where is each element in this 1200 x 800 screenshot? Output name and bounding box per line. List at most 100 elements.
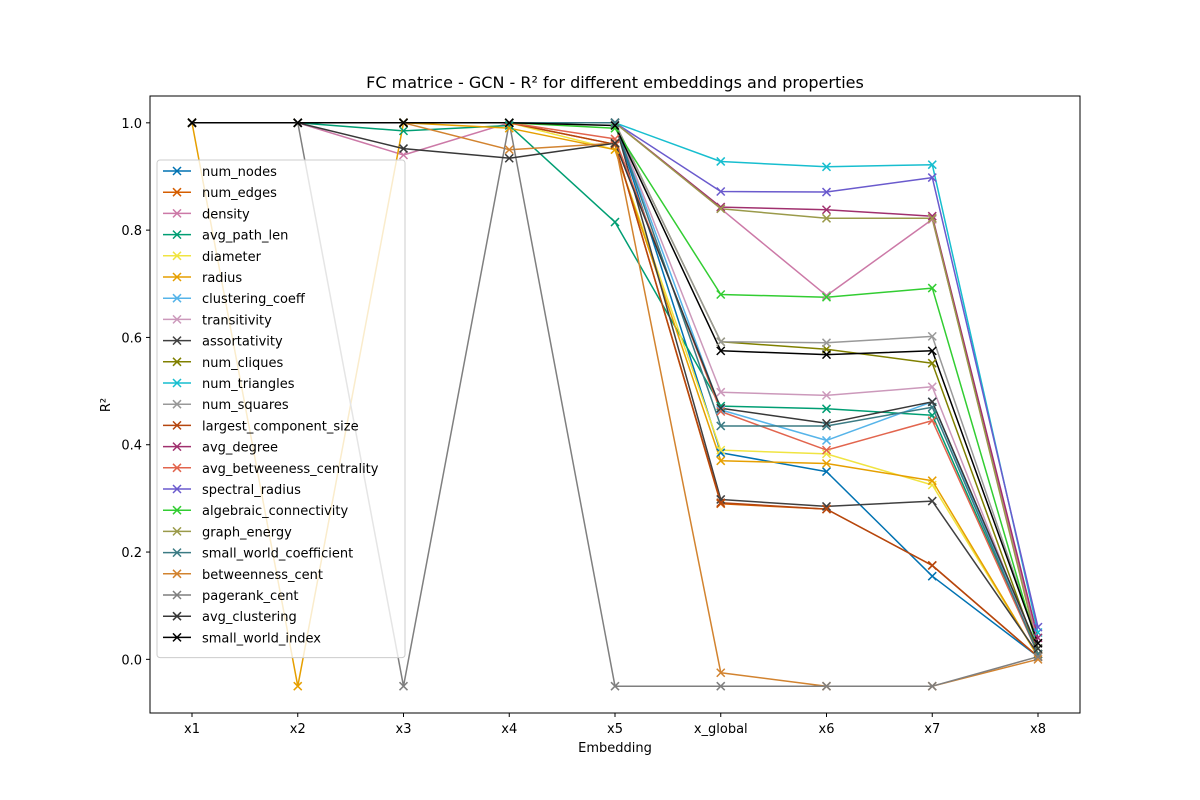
- data-point-marker: [716, 204, 726, 214]
- legend-swatch-marker: [172, 336, 182, 346]
- legend-item: algebraic_connectivity: [163, 504, 348, 519]
- data-point-marker: [821, 390, 832, 400]
- legend-swatch-marker: [172, 399, 182, 409]
- legend-item: avg_clustering: [163, 610, 297, 625]
- legend-swatch-marker: [172, 187, 182, 197]
- data-point-marker: [821, 404, 832, 414]
- legend-label: spectral_radius: [202, 483, 301, 498]
- legend-item: num_cliques: [163, 356, 284, 371]
- data-point-marker: [293, 681, 303, 691]
- data-point-marker: [1033, 622, 1043, 632]
- data-point-marker: [927, 496, 937, 506]
- data-point-marker: [716, 337, 726, 347]
- data-point-marker: [716, 202, 726, 212]
- legend-label: num_nodes: [202, 165, 277, 180]
- legend-swatch-marker: [172, 590, 182, 600]
- data-point-marker: [821, 458, 832, 469]
- data-point-marker: [716, 668, 726, 678]
- data-point-marker: [927, 346, 937, 356]
- data-point-marker: [1033, 654, 1043, 664]
- legend-label: graph_energy: [202, 525, 292, 540]
- data-point-marker: [716, 405, 726, 415]
- legend-swatch-marker: [172, 272, 182, 282]
- data-point-marker: [716, 156, 726, 166]
- data-point-marker: [716, 346, 726, 356]
- data-point-marker: [927, 331, 937, 341]
- data-point-marker: [927, 397, 937, 407]
- x-tick-label: x4: [501, 722, 517, 737]
- legend-item: assortativity: [163, 335, 283, 350]
- x-tick-label: x5: [607, 722, 623, 737]
- legend-swatch-marker: [172, 314, 182, 324]
- x-axis-ticks: x1 x2 x3 x4 x5 x_global x6 x7 x8: [184, 713, 1046, 737]
- legend-item: avg_degree: [163, 441, 278, 456]
- legend-item: radius: [163, 271, 242, 286]
- data-point-marker: [716, 456, 726, 466]
- y-axis-ticks: 0.0 0.2 0.4 0.6 0.8 1.0: [121, 117, 150, 668]
- data-point-marker: [504, 145, 514, 155]
- legend-swatch-marker: [172, 611, 182, 621]
- data-point-marker: [821, 292, 832, 302]
- data-point-marker: [821, 467, 832, 477]
- legend-swatch-marker: [172, 548, 182, 558]
- legend-swatch-marker: [172, 505, 182, 515]
- y-tick-label: 1.0: [121, 117, 142, 132]
- legend-item: avg_path_len: [163, 229, 288, 244]
- data-point-marker: [504, 153, 514, 163]
- data-point-marker: [821, 162, 832, 172]
- data-point-marker: [821, 435, 832, 445]
- legend-swatch-marker: [172, 420, 182, 430]
- legend-label: avg_betweeness_centrality: [202, 462, 379, 477]
- legend-item: graph_energy: [163, 525, 292, 540]
- legend-swatch-marker: [172, 569, 182, 579]
- data-point-marker: [293, 118, 303, 128]
- data-point-marker: [927, 382, 937, 392]
- legend-label: betweenness_cent: [202, 568, 323, 583]
- legend-item: small_world_coefficient: [163, 547, 353, 562]
- legend-item: spectral_radius: [163, 483, 301, 498]
- data-point-marker: [1033, 652, 1043, 662]
- legend-label: small_world_coefficient: [202, 547, 353, 562]
- x-tick-label: x6: [819, 722, 835, 737]
- y-tick-label: 0.4: [121, 439, 142, 454]
- data-point-marker: [927, 560, 937, 570]
- data-point-marker: [821, 338, 832, 348]
- legend-swatch-marker: [172, 484, 182, 494]
- legend-swatch-marker: [172, 230, 182, 240]
- data-point-marker: [821, 187, 832, 197]
- y-tick-label: 0.6: [121, 331, 142, 346]
- legend-swatch-marker: [172, 251, 182, 261]
- legend-label: num_cliques: [202, 356, 284, 371]
- data-point-marker: [504, 118, 514, 128]
- legend-swatch-marker: [172, 293, 182, 303]
- legend-label: algebraic_connectivity: [202, 504, 348, 519]
- legend-swatch-marker: [172, 442, 182, 452]
- data-point-marker: [821, 205, 832, 215]
- data-point-marker: [716, 421, 726, 431]
- data-point-marker: [821, 449, 832, 459]
- data-point-marker: [927, 681, 937, 691]
- data-point-marker: [927, 214, 937, 224]
- legend-label: num_edges: [202, 186, 277, 201]
- data-point-marker: [821, 445, 832, 455]
- legend-item: pagerank_cent: [163, 589, 299, 604]
- legend-item: transitivity: [163, 313, 272, 328]
- data-point-marker: [398, 681, 409, 691]
- legend-label: radius: [202, 271, 242, 286]
- legend-swatch-marker: [172, 463, 182, 473]
- legend-item: density: [163, 207, 250, 222]
- legend-swatch-marker: [172, 166, 182, 176]
- legend-item: num_edges: [163, 186, 277, 201]
- legend-item: small_world_index: [163, 631, 321, 646]
- x-tick-label: x2: [290, 722, 306, 737]
- x-tick-label: x3: [396, 722, 412, 737]
- data-point-marker: [927, 160, 937, 170]
- x-axis-label: Embedding: [578, 741, 652, 756]
- x-tick-label: x7: [924, 722, 940, 737]
- legend-label: density: [202, 207, 250, 222]
- data-point-marker: [927, 213, 937, 223]
- legend-box: [156, 159, 406, 659]
- data-point-marker: [610, 217, 620, 227]
- data-point-marker: [716, 403, 726, 413]
